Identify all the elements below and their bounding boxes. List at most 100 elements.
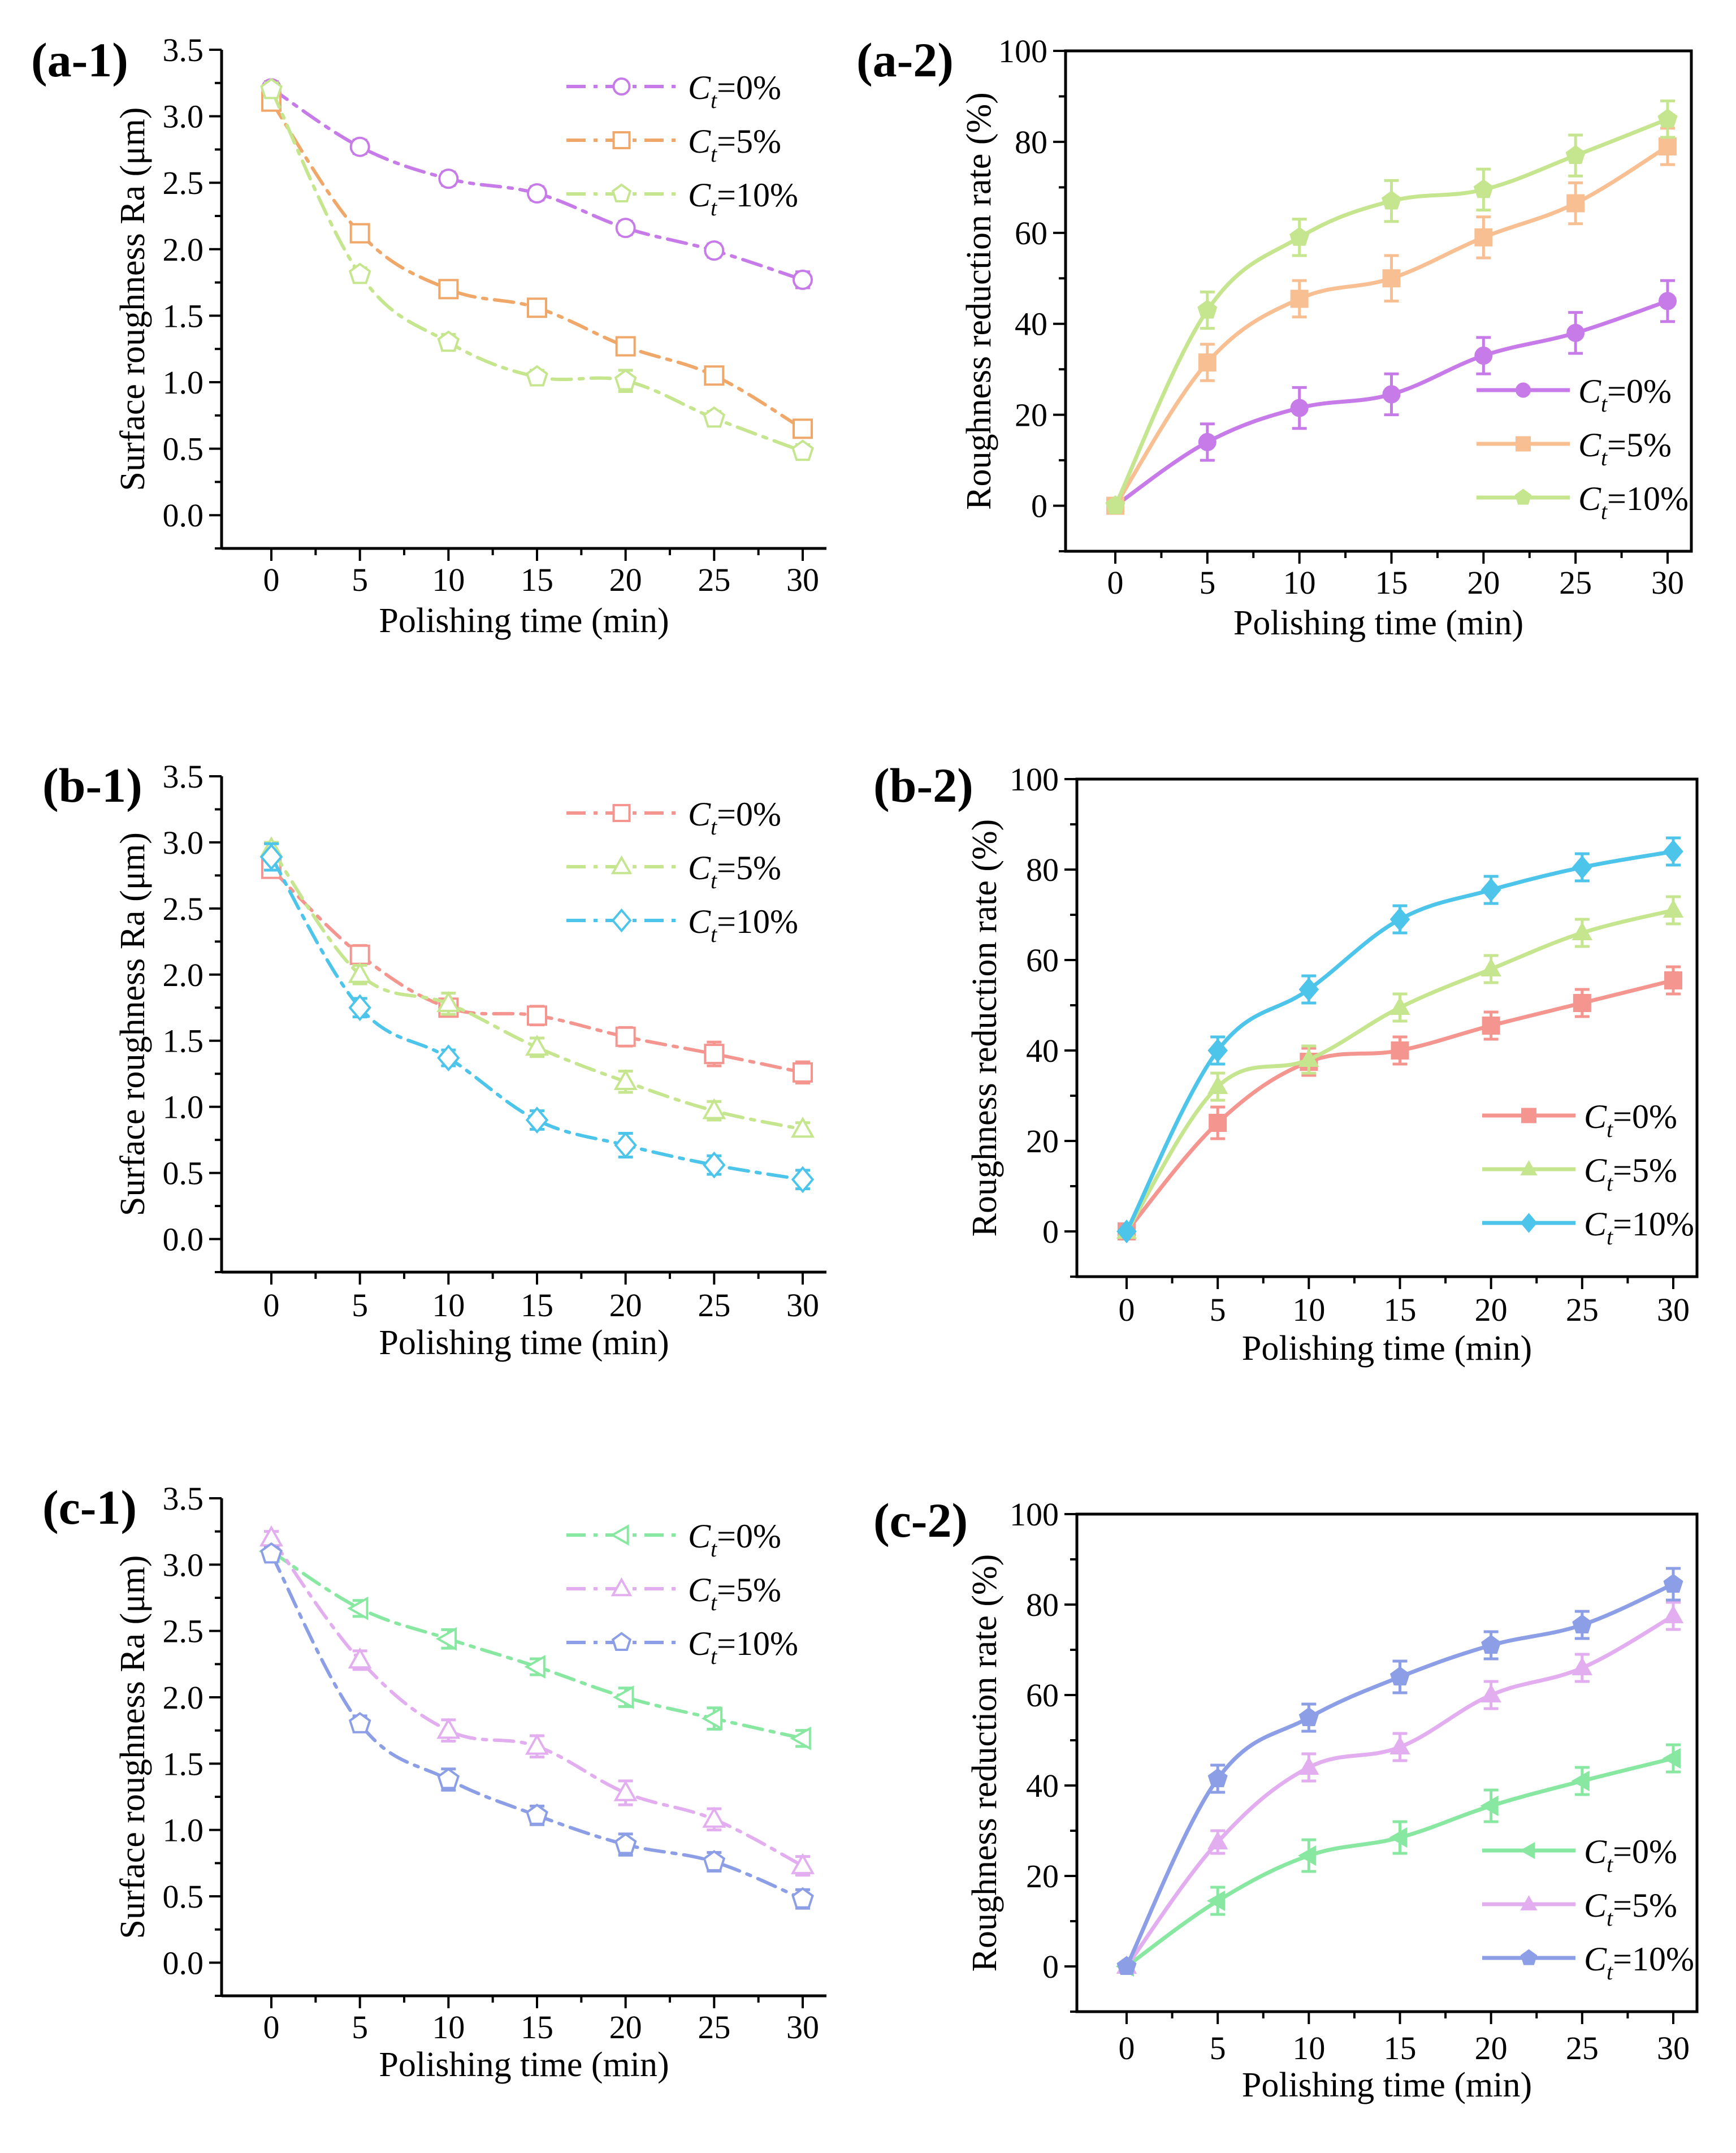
data-point [1659,137,1677,155]
legend-marker [611,1577,633,1597]
data-point [1381,191,1402,210]
data-point [1566,194,1585,213]
data-point [525,1106,549,1134]
y-axis-title: Roughness reduction rate (%) [966,819,1004,1237]
legend-marker [610,1524,629,1546]
data-point [1207,1831,1228,1849]
data-point [1197,300,1218,319]
data-point [527,183,547,204]
data-point [525,1733,549,1755]
data-point [525,1034,549,1056]
y-tick-label: 0.0 [163,1944,204,1981]
data-point [527,1005,547,1026]
y-tick-label: 2.0 [163,957,204,993]
y-tick-label: 0.0 [163,497,204,534]
legend-item: Ct=5% [566,1571,781,1615]
y-tick-label: 3.5 [163,32,204,68]
data-point [527,297,547,318]
x-tick-label: 20 [1475,2030,1508,2066]
data-point [1389,1827,1408,1848]
legend-item: Ct=10% [1477,480,1689,524]
legend-marker [1520,1895,1538,1910]
data-point [349,136,370,157]
data-point [1298,1048,1319,1067]
legend-marker [1516,436,1531,452]
data-point [1198,433,1217,451]
data-point [790,1726,811,1750]
legend-label: Ct=5% [1584,1152,1677,1196]
x-tick-label: 15 [521,561,553,598]
data-point [1481,1635,1501,1654]
legend-label: Ct=10% [688,1625,798,1669]
data-point [438,279,459,300]
x-tick-label: 30 [786,561,819,598]
legend-label: Ct=0% [1584,1833,1677,1877]
x-tick-label: 30 [1651,564,1684,601]
legend-item: Ct=0% [1482,1833,1677,1877]
x-tick-label: 30 [1657,1291,1690,1328]
data-point [1382,385,1401,404]
y-tick-label: 0.5 [163,1878,204,1915]
data-point [1663,1605,1684,1623]
data-point [1663,839,1683,864]
data-point [1206,1890,1226,1912]
legend-item: Ct=10% [1482,1205,1694,1250]
data-point [1198,353,1217,372]
data-point [349,223,370,244]
data-point [348,1647,372,1669]
x-axis-title: Polishing time (min) [379,2046,669,2084]
chart-panel-a-2: (a-2) 0 20 40 60 80 100 0 5 10 15 20 25 30 Polishing t… [856,33,1693,642]
data-point [791,439,814,461]
y-tick-label: 60 [1015,215,1047,252]
data-point [615,1026,636,1047]
data-point [437,1044,460,1072]
y-tick-label: 1.0 [163,1089,204,1126]
chart-panel-c-1: (c-1) 0.0 0.5 1.0 1.5 2.0 2.5 3.0 3.5 0 5 10 15 20 25 3… [42,1480,826,2084]
data-point [1657,109,1678,128]
data-point [790,1116,815,1138]
series-Ct=10% [1116,836,1683,1244]
panel-label: (a-2) [856,33,954,87]
x-axis-title: Polishing time (min) [1242,1329,1532,1368]
legend-item: Ct=10% [566,903,798,947]
x-tick-label: 0 [1119,2030,1135,2066]
data-point [259,843,283,871]
y-tick-label: 20 [1026,1858,1059,1895]
x-tick-label: 25 [1559,564,1592,601]
y-tick-label: 80 [1026,851,1059,888]
data-point [1389,996,1410,1015]
y-tick-label: 0.0 [163,1221,204,1258]
x-tick-label: 10 [1283,564,1316,601]
data-point [348,262,371,284]
x-axis-title: Polishing time (min) [379,602,669,640]
data-point [437,1767,460,1789]
legend-label: Ct=0% [688,796,781,840]
y-tick-label: 1.5 [163,1023,204,1060]
y-tick-label: 2.5 [163,890,204,927]
data-point [348,994,371,1022]
x-tick-label: 10 [1292,1291,1325,1328]
legend-marker [1520,1949,1538,1965]
y-tick-label: 100 [998,33,1047,70]
y-tick-label: 2.5 [163,165,204,201]
y-tick-label: 40 [1015,306,1047,343]
x-axis-title: Polishing time (min) [1242,2066,1532,2104]
x-tick-label: 30 [786,1287,819,1324]
y-tick-label: 1.0 [163,1812,204,1849]
series-Ct=0% [258,1539,811,1750]
data-point [436,991,461,1013]
panel-label: (c-1) [42,1480,137,1534]
data-point [1572,922,1593,940]
x-tick-label: 10 [432,2009,465,2046]
chart-panel-b-1: (b-1) 0.0 0.5 1.0 1.5 2.0 2.5 3.0 3.5 0 5 10 15 20 25 3… [42,758,826,1362]
chart-panel-a-1: (a-1) 0.0 0.5 1.0 1.5 2.0 2.5 3.0 3.5 0 5 10 15 20 25 3… [31,32,826,640]
legend-marker [1520,1213,1538,1233]
series-Ct=5% [261,91,813,439]
data-point [704,365,725,386]
x-tick-label: 0 [263,2009,280,2046]
x-tick-label: 5 [352,561,368,598]
x-tick-label: 10 [432,561,465,598]
legend-item: Ct=5% [1477,426,1672,470]
data-point [526,365,548,387]
y-tick-label: 60 [1026,942,1059,979]
